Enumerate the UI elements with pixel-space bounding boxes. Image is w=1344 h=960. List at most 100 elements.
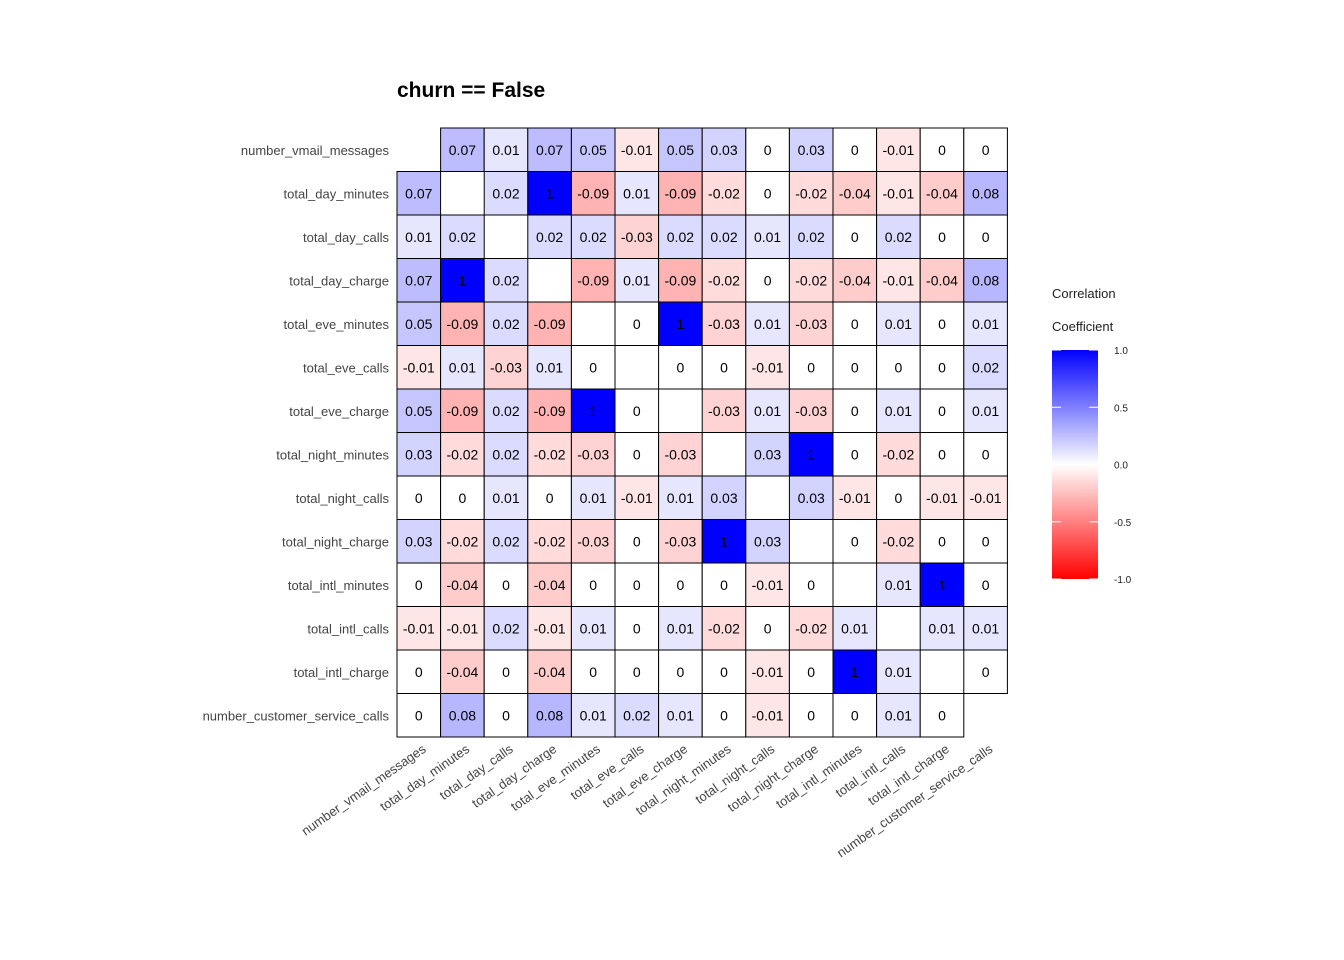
row-label: total_intl_calls	[307, 621, 389, 636]
cell-value-label: -0.09	[664, 185, 696, 201]
heatmap-cell	[614, 171, 660, 216]
heatmap-cell	[788, 345, 834, 390]
cell-value-label: 0.02	[449, 229, 476, 245]
cell-value-label: 0	[589, 664, 597, 680]
cell-value-label: -0.03	[708, 316, 740, 332]
heatmap-cell	[570, 606, 616, 651]
heatmap-cell	[396, 258, 442, 303]
cell-value-label: 0.07	[449, 142, 476, 158]
row-label: total_intl_minutes	[288, 578, 390, 593]
heatmap-cell	[876, 388, 921, 433]
heatmap-cell	[658, 258, 703, 303]
heatmap-cell	[963, 432, 1008, 477]
heatmap-cell	[963, 301, 1008, 346]
cell-value-label: -0.03	[664, 533, 696, 549]
heatmap-cell	[919, 127, 965, 172]
cell-value-label: -0.01	[970, 490, 1002, 506]
cell-value-label: 1	[546, 185, 554, 201]
heatmap-cell	[876, 649, 921, 694]
cell-value-label: 0.03	[710, 490, 737, 506]
legend-tick-label: -0.5	[1114, 518, 1132, 529]
cell-value-label: -0.09	[446, 403, 478, 419]
cell-value-label: 0	[589, 577, 597, 593]
cell-value-label: 0.01	[885, 403, 912, 419]
heatmap-cell	[832, 519, 878, 564]
heatmap-cell	[745, 519, 790, 564]
row-label: total_night_calls	[296, 491, 390, 506]
heatmap-cell	[745, 127, 790, 172]
heatmap-cell	[396, 345, 442, 390]
heatmap-cell	[919, 606, 965, 651]
row-label: total_eve_calls	[303, 360, 389, 375]
cell-value-label: 0.01	[449, 359, 476, 375]
heatmap-cell	[788, 649, 834, 694]
heatmap-cell	[570, 519, 616, 564]
heatmap-cells: 0.07 0.01 0.07 0.05 -0.01 0.05 0.03 0 0.03 0 -0.01…	[396, 127, 1008, 738]
row-label: total_day_charge	[289, 273, 389, 288]
cell-value-label: -0.09	[534, 316, 566, 332]
cell-value-label: 0	[938, 359, 946, 375]
heatmap-cell	[527, 519, 572, 564]
cell-value-label: 0.01	[841, 620, 868, 636]
cell-value-label: -0.01	[882, 272, 914, 288]
cell-value-label: 0.01	[580, 707, 607, 723]
heatmap-cell	[570, 649, 616, 694]
heatmap-cell	[570, 171, 616, 216]
cell-value-label: -0.03	[621, 229, 653, 245]
heatmap-cell	[396, 171, 442, 216]
cell-value-label: -0.02	[708, 185, 740, 201]
cell-value-label: 0.07	[405, 272, 432, 288]
cell-value-label: -0.02	[534, 446, 566, 462]
cell-value-label: -0.04	[839, 185, 871, 201]
row-label: total_day_calls	[303, 230, 389, 245]
heatmap-cell	[483, 345, 529, 390]
row-label: number_customer_service_calls	[203, 708, 390, 723]
cell-value-label: 0.01	[667, 620, 694, 636]
heatmap-cell	[788, 171, 834, 216]
heatmap-cell	[614, 519, 660, 564]
cell-value-label: 0.01	[754, 403, 781, 419]
cell-value-label: 0.01	[885, 577, 912, 593]
heatmap-cell	[963, 345, 1008, 390]
cell-value-label: 0.01	[972, 316, 999, 332]
cell-value-label: 0.02	[667, 229, 694, 245]
heatmap-cell	[570, 562, 616, 607]
heatmap-cell	[963, 214, 1008, 259]
cell-value-label: -0.01	[882, 185, 914, 201]
row-label: total_intl_charge	[294, 665, 389, 680]
cell-value-label: 0	[764, 185, 772, 201]
heatmap-cell	[396, 388, 442, 433]
cell-value-label: 1	[938, 577, 946, 593]
cell-value-label: -0.02	[534, 533, 566, 549]
cell-value-label: 0	[764, 620, 772, 636]
heatmap-cell	[614, 214, 660, 259]
heatmap-cell	[876, 432, 921, 477]
cell-value-label: 0.01	[885, 316, 912, 332]
heatmap-cell	[745, 562, 790, 607]
heatmap-cell	[658, 693, 703, 738]
heatmap-cell	[701, 606, 747, 651]
heatmap-cell	[483, 388, 529, 433]
cell-value-label: -0.01	[446, 620, 478, 636]
heatmap-cell	[658, 127, 703, 172]
heatmap-cell	[832, 258, 878, 303]
cell-value-label: 0	[459, 490, 467, 506]
cell-value-label: 0.02	[798, 229, 825, 245]
heatmap-cell	[527, 214, 572, 259]
heatmap-cell	[483, 258, 529, 303]
heatmap-cell	[614, 475, 660, 520]
cell-value-label: 0.01	[405, 229, 432, 245]
cell-value-label: 0	[938, 533, 946, 549]
row-label: total_night_minutes	[276, 447, 389, 462]
cell-value-label: -0.02	[446, 533, 478, 549]
heatmap-cell	[396, 475, 442, 520]
cell-value-label: -0.01	[403, 359, 435, 375]
heatmap-cell	[701, 693, 747, 738]
heatmap-cell	[396, 649, 442, 694]
heatmap-cell	[440, 562, 485, 607]
heatmap-cell	[527, 693, 572, 738]
heatmap-cell	[919, 258, 965, 303]
heatmap-cell	[788, 693, 834, 738]
heatmap-cell	[876, 519, 921, 564]
heatmap-cell	[440, 214, 485, 259]
